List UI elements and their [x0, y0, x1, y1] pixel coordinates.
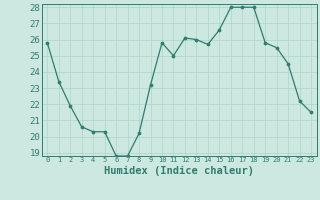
- X-axis label: Humidex (Indice chaleur): Humidex (Indice chaleur): [104, 166, 254, 176]
